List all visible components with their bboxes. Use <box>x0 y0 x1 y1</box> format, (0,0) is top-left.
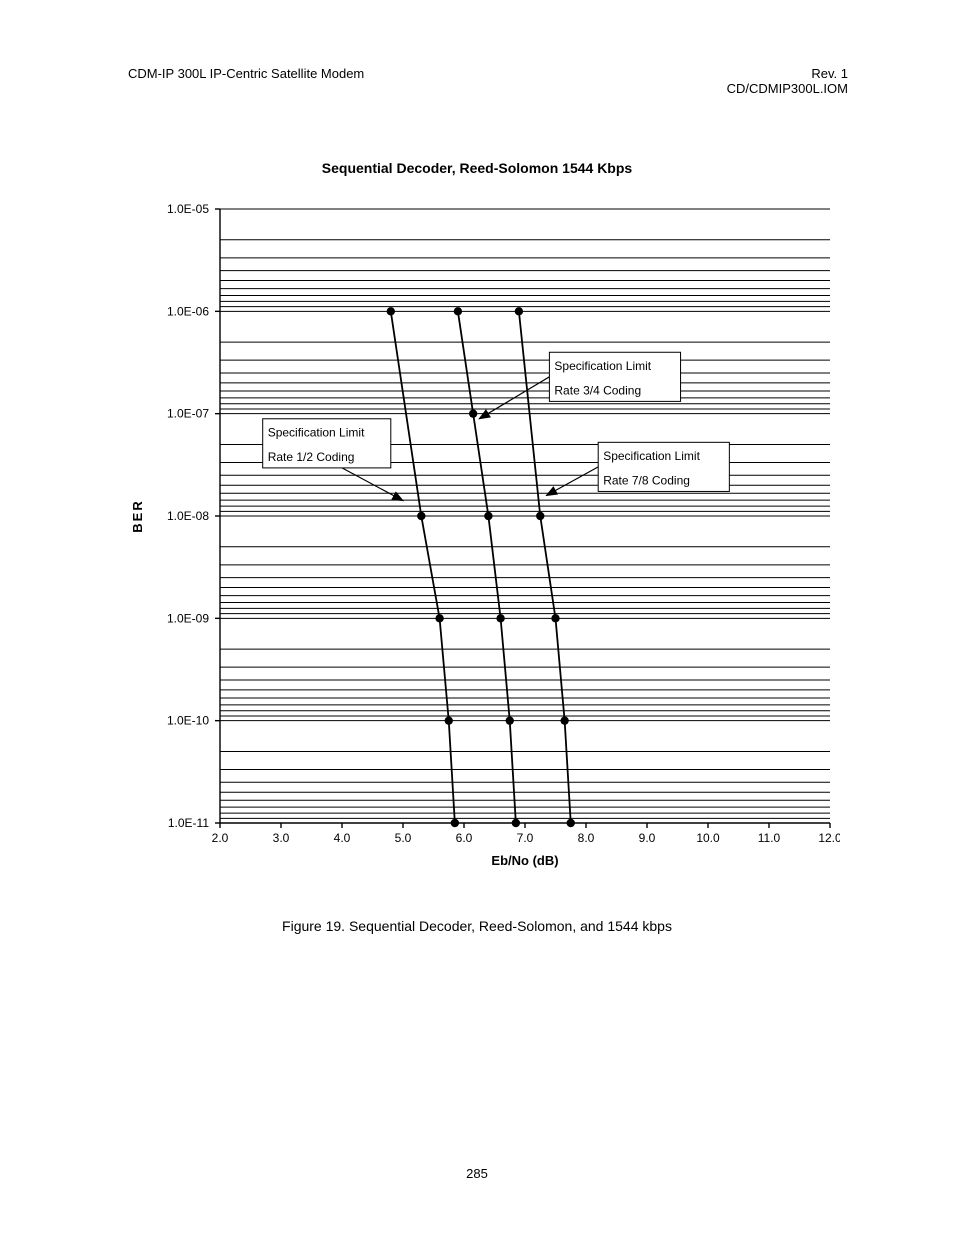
svg-text:12.0: 12.0 <box>818 831 840 845</box>
svg-text:Rate 1/2 Coding: Rate 1/2 Coding <box>268 450 355 464</box>
page: CDM-IP 300L IP-Centric Satellite Modem R… <box>0 0 954 1235</box>
page-number: 285 <box>0 1166 954 1181</box>
svg-text:11.0: 11.0 <box>758 831 781 845</box>
svg-text:1.0E-09: 1.0E-09 <box>167 611 209 625</box>
figure-caption: Figure 19. Sequential Decoder, Reed-Solo… <box>0 918 954 934</box>
page-header: CDM-IP 300L IP-Centric Satellite Modem R… <box>128 66 848 106</box>
svg-text:9.0: 9.0 <box>639 831 656 845</box>
svg-text:3.0: 3.0 <box>273 831 290 845</box>
svg-text:8.0: 8.0 <box>578 831 595 845</box>
svg-text:Eb/No (dB): Eb/No (dB) <box>491 853 558 868</box>
svg-text:7.0: 7.0 <box>517 831 534 845</box>
svg-text:BER: BER <box>130 499 145 532</box>
svg-text:Specification Limit: Specification Limit <box>554 359 651 373</box>
svg-text:6.0: 6.0 <box>456 831 473 845</box>
header-right: Rev. 1 CD/CDMIP300L.IOM <box>727 66 848 96</box>
svg-text:1.0E-11: 1.0E-11 <box>168 816 209 830</box>
svg-text:1.0E-07: 1.0E-07 <box>167 407 209 421</box>
svg-text:Specification Limit: Specification Limit <box>603 449 700 463</box>
svg-text:Rate 3/4 Coding: Rate 3/4 Coding <box>554 384 641 398</box>
svg-text:1.0E-08: 1.0E-08 <box>167 509 209 523</box>
svg-text:1.0E-10: 1.0E-10 <box>167 714 209 728</box>
svg-text:Specification Limit: Specification Limit <box>268 425 365 439</box>
header-rev: Rev. 1 <box>811 66 848 81</box>
chart-container: 2.0 3.0 4.0 5.0 6.0 7.0 8.0 9.0 10.0 11.0 12.0 1.0E… <box>120 195 840 885</box>
chart-title: Sequential Decoder, Reed-Solomon 1544 Kb… <box>0 160 954 176</box>
header-left: CDM-IP 300L IP-Centric Satellite Modem <box>128 66 364 81</box>
header-doc: CD/CDMIP300L.IOM <box>727 81 848 96</box>
svg-text:1.0E-05: 1.0E-05 <box>167 202 209 216</box>
svg-text:4.0: 4.0 <box>334 831 351 845</box>
ber-chart: 2.0 3.0 4.0 5.0 6.0 7.0 8.0 9.0 10.0 11.0 12.0 1.0E… <box>120 195 840 885</box>
svg-text:2.0: 2.0 <box>212 831 229 845</box>
svg-text:5.0: 5.0 <box>395 831 412 845</box>
svg-text:Rate 7/8 Coding: Rate 7/8 Coding <box>603 474 690 488</box>
svg-text:1.0E-06: 1.0E-06 <box>167 304 209 318</box>
svg-text:10.0: 10.0 <box>696 831 720 845</box>
